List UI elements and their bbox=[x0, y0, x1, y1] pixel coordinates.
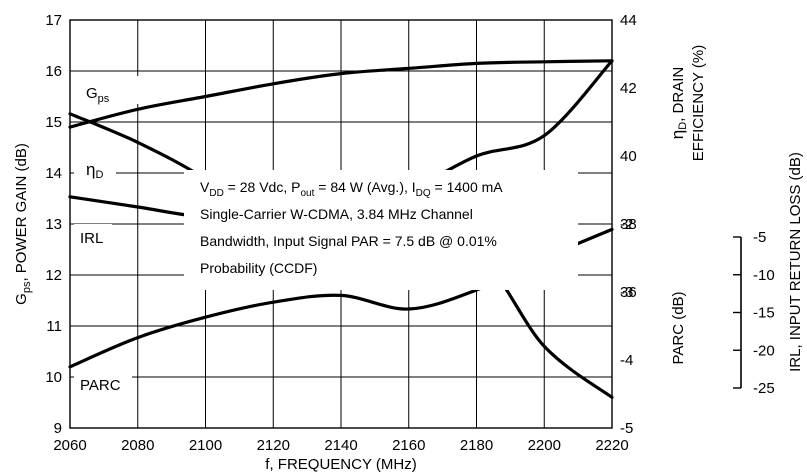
efficiency-axis-title-line-1: ηD, DRAIN bbox=[668, 67, 689, 139]
left-tick-label: 9 bbox=[54, 420, 62, 437]
left-tick-label: 12 bbox=[45, 267, 62, 284]
label-masks bbox=[74, 76, 578, 396]
annotation-line-4: Probability (CCDF) bbox=[200, 260, 317, 276]
left-tick-label: 14 bbox=[45, 165, 62, 182]
irl-tick-label: -20 bbox=[753, 342, 775, 359]
conditions-annotation: VDD = 28 Vdc, Pout = 84 W (Avg.), IDQ = … bbox=[200, 179, 503, 276]
efficiency-axis-title-line-2: EFFICIENCY (%) bbox=[690, 45, 707, 161]
irl-tick-label: -15 bbox=[753, 305, 775, 322]
left-tick-label: 15 bbox=[45, 114, 62, 131]
left-tick-label: 17 bbox=[45, 12, 62, 29]
irl-tick-label: -5 bbox=[753, 229, 766, 246]
series-label-parc: PARC bbox=[80, 377, 121, 394]
parc-tick-label: -4 bbox=[620, 352, 633, 369]
tick-labels: 9 10 11 12 13 14 15 16 17 2060 2080 2100 2120 2140 216… bbox=[45, 12, 636, 454]
x-tick-label: 2200 bbox=[528, 437, 561, 454]
x-tick-label: 2180 bbox=[460, 437, 493, 454]
efficiency-tick-label: 40 bbox=[620, 148, 637, 165]
x-axis-title: f, FREQUENCY (MHz) bbox=[265, 456, 416, 473]
x-tick-label: 2100 bbox=[189, 437, 222, 454]
irl-tick-label: -10 bbox=[753, 267, 775, 284]
parc-tick-label: -2 bbox=[620, 216, 633, 233]
x-tick-label: 2080 bbox=[121, 437, 154, 454]
parc-axis-title: PARC (dB) bbox=[670, 291, 687, 364]
plot-frame bbox=[69, 19, 613, 429]
series-label-efficiency: ηD bbox=[86, 160, 103, 181]
efficiency-tick-label: 38 bbox=[620, 216, 637, 233]
gps-curve bbox=[68, 59, 614, 129]
x-tick-label: 2160 bbox=[392, 437, 425, 454]
x-tick-label: 2140 bbox=[324, 437, 357, 454]
irl-axis-title: IRL, INPUT RETURN LOSS (dB) bbox=[787, 152, 804, 372]
x-tick-label: 2060 bbox=[53, 437, 86, 454]
left-tick-label: 10 bbox=[45, 369, 62, 386]
series-label-irl: IRL bbox=[80, 230, 103, 247]
x-tick-label: 2120 bbox=[257, 437, 290, 454]
left-tick-label: 13 bbox=[45, 216, 62, 233]
irl-tick-label: -25 bbox=[753, 380, 775, 397]
annotation-line-2: Single-Carrier W-CDMA, 3.84 MHz Channel bbox=[200, 206, 473, 222]
parc-tick-label: -5 bbox=[620, 420, 633, 437]
parc-tick-label: -3 bbox=[620, 284, 633, 301]
efficiency-tick-label: 42 bbox=[620, 80, 637, 97]
annotation-line-1: VDD = 28 Vdc, Pout = 84 W (Avg.), IDQ = … bbox=[200, 179, 503, 199]
efficiency-tick-label: 44 bbox=[620, 12, 637, 29]
left-tick-label: 11 bbox=[46, 318, 62, 335]
x-tick-label: 2220 bbox=[595, 437, 628, 454]
annotation-line-3: Bandwidth, Input Signal PAR = 7.5 dB @ 0… bbox=[200, 233, 497, 249]
efficiency-tick-label: 36 bbox=[620, 284, 637, 301]
left-axis-title: Gps, POWER GAIN (dB) bbox=[13, 143, 33, 305]
left-tick-label: 16 bbox=[45, 63, 62, 80]
irl-axis: -5 -10 -15 -20 -25 bbox=[733, 229, 775, 397]
series-label-gps: Gps bbox=[86, 85, 110, 105]
